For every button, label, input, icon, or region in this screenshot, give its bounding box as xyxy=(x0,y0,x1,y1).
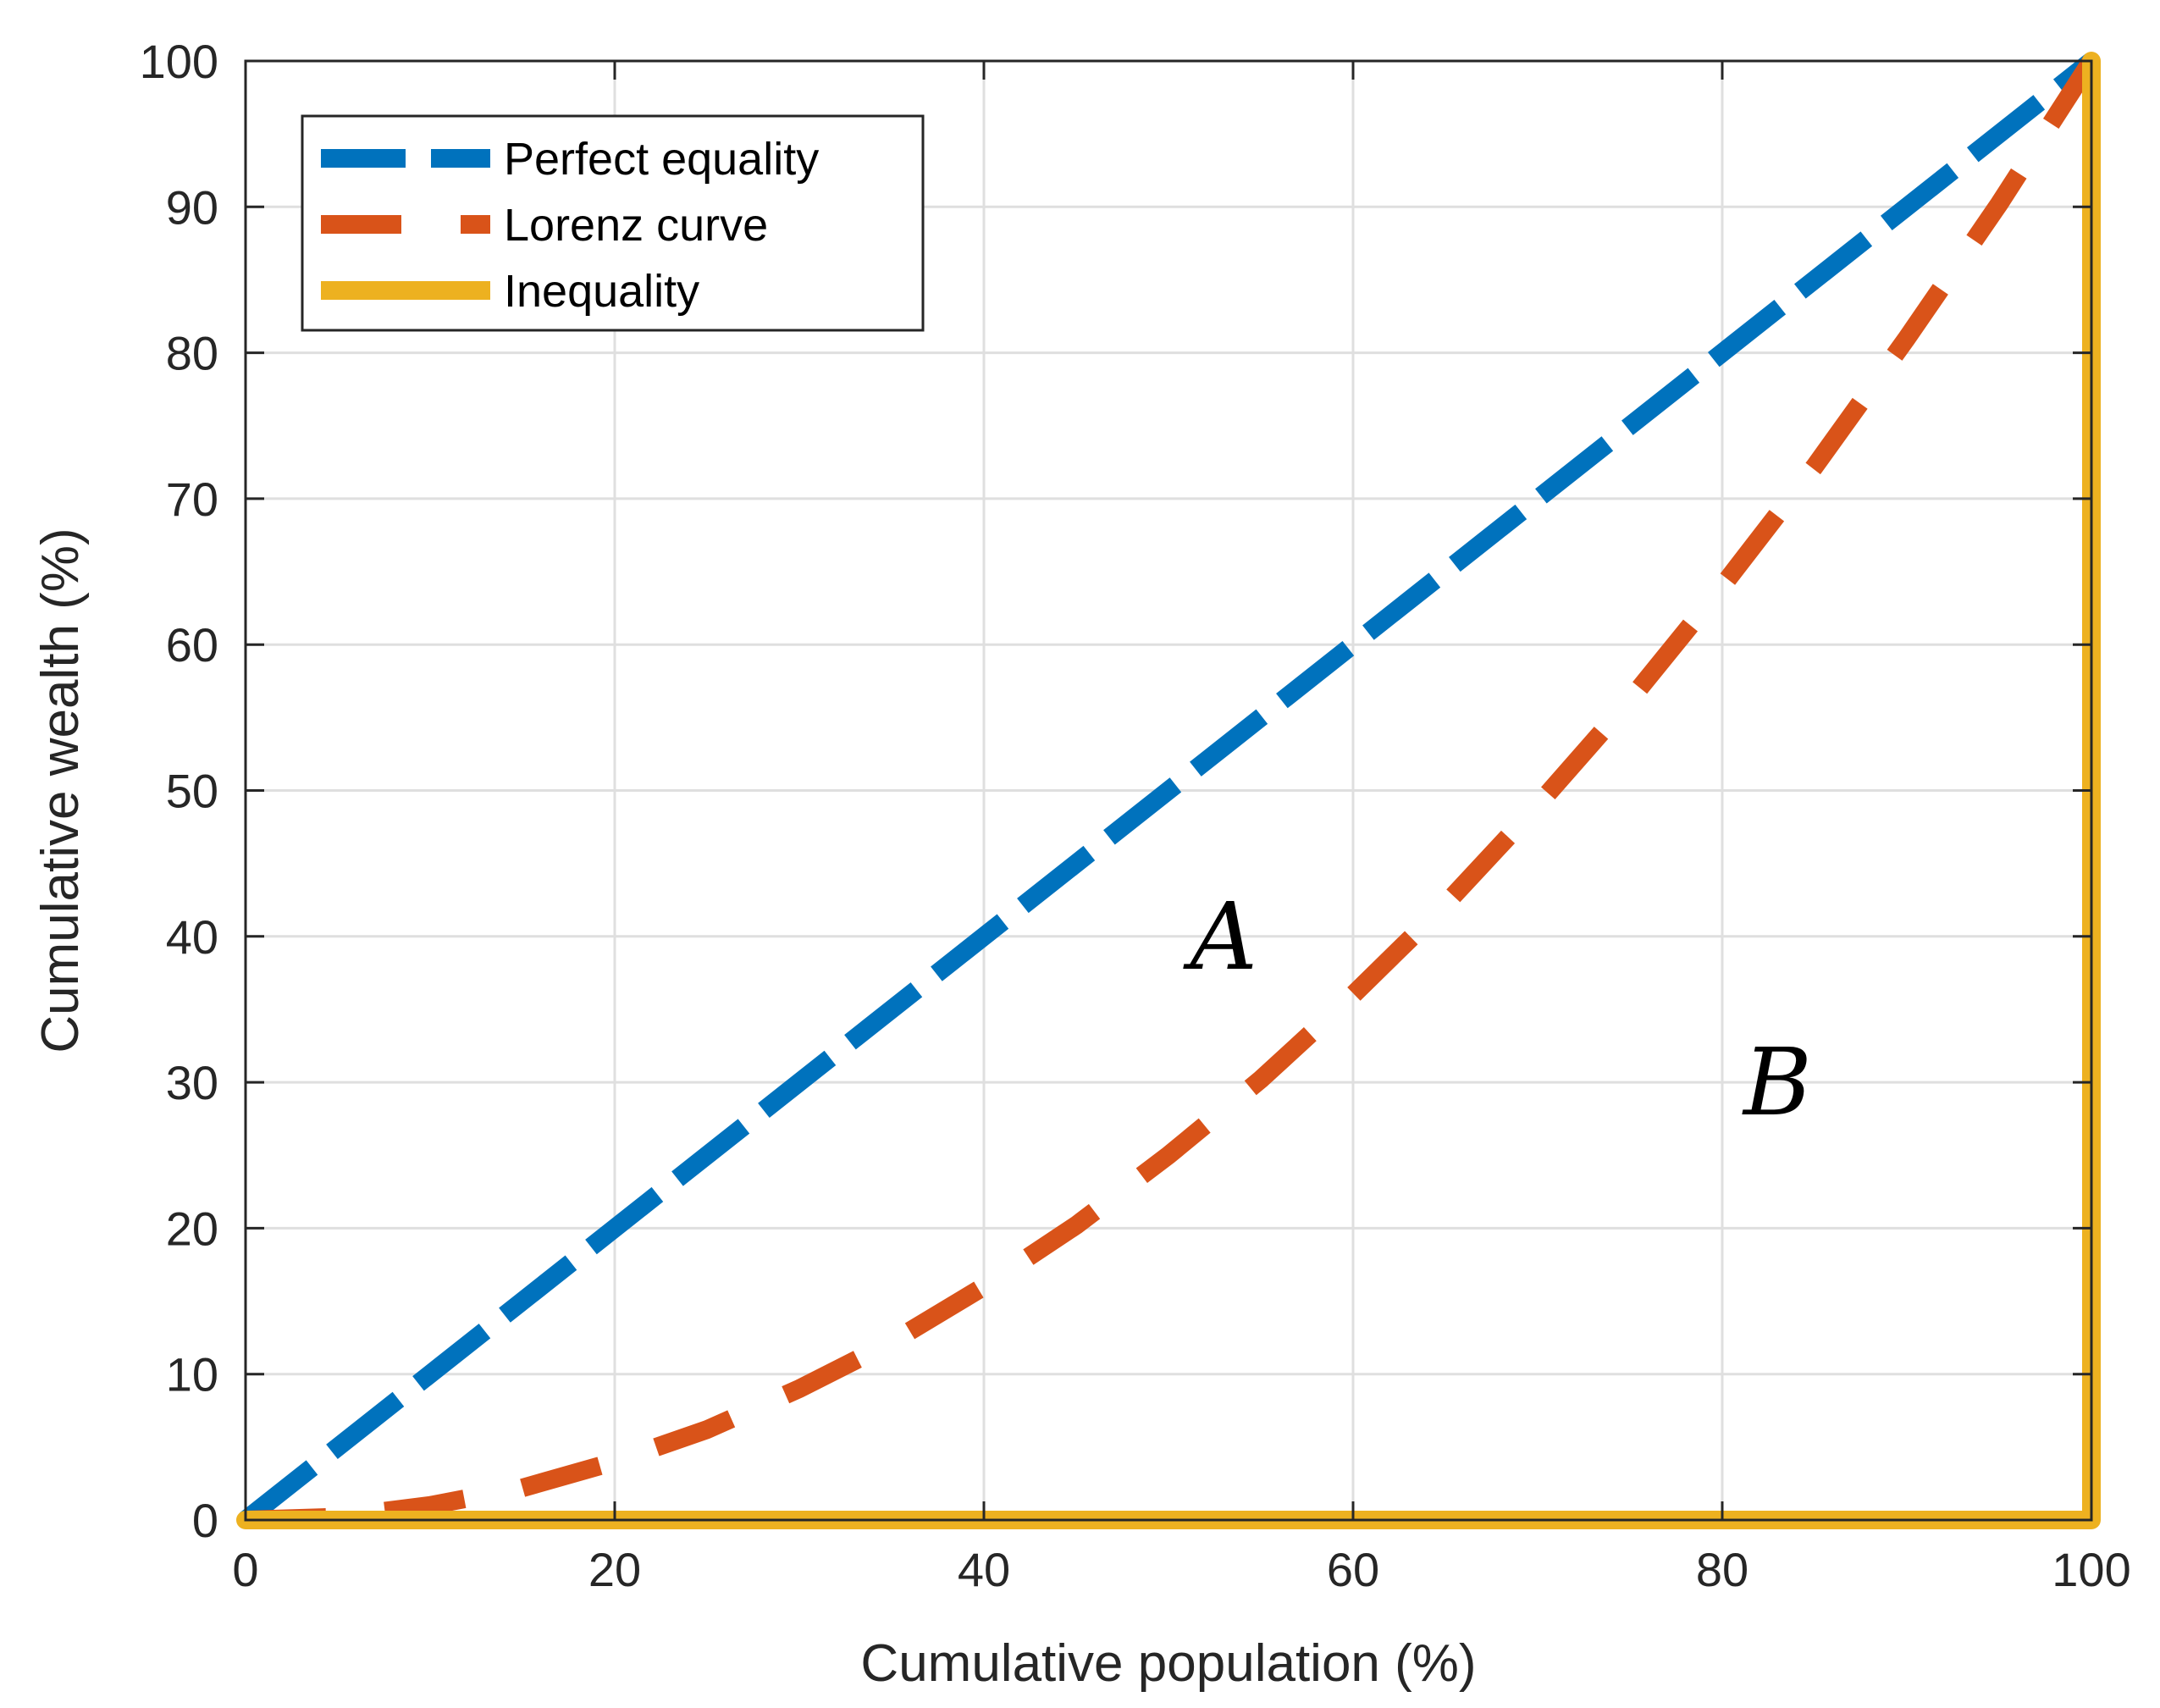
y-tick-label: 30 xyxy=(166,1056,218,1109)
x-tick-label: 20 xyxy=(588,1543,641,1596)
x-tick-label: 40 xyxy=(958,1543,1010,1596)
series-line-perfect-equality xyxy=(240,53,2097,1528)
y-tick-label: 0 xyxy=(192,1494,218,1547)
y-tick-label: 50 xyxy=(166,765,218,818)
y-tick-label: 10 xyxy=(166,1348,218,1401)
x-tick-label: 80 xyxy=(1696,1543,1748,1596)
x-tick-label: 60 xyxy=(1327,1543,1379,1596)
y-tick-label: 100 xyxy=(140,35,218,88)
axes-frame xyxy=(244,59,2093,1522)
legend: Perfect equality Lorenz curve Inequality xyxy=(301,114,925,332)
y-axis-label: Cumulative wealth (%) xyxy=(31,528,90,1053)
x-axis-label: Cumulative population (%) xyxy=(860,1634,1476,1693)
x-tick-label: 0 xyxy=(232,1543,258,1596)
y-tick-label: 20 xyxy=(166,1202,218,1255)
annotation-a: A xyxy=(1183,882,1257,991)
x-tick-label: 100 xyxy=(2052,1543,2130,1596)
legend-label: Perfect equality xyxy=(504,134,819,185)
legend-label: Inequality xyxy=(504,266,699,317)
y-tick-label: 60 xyxy=(166,618,218,672)
legend-label: Lorenz curve xyxy=(504,200,768,251)
y-tick-label: 40 xyxy=(166,910,218,964)
y-tick-label: 70 xyxy=(166,473,218,526)
y-tick-label: 80 xyxy=(166,327,218,380)
tick-labels: 0 20 40 60 80 100 0 10 20 30 40 50 60 70 80 90 100 xyxy=(140,35,2131,1596)
annotations: AB xyxy=(1183,882,1812,1136)
y-tick-label: 90 xyxy=(166,180,218,234)
annotation-b: B xyxy=(1742,1028,1812,1136)
series-line-lorenz-curve xyxy=(245,56,2100,1529)
